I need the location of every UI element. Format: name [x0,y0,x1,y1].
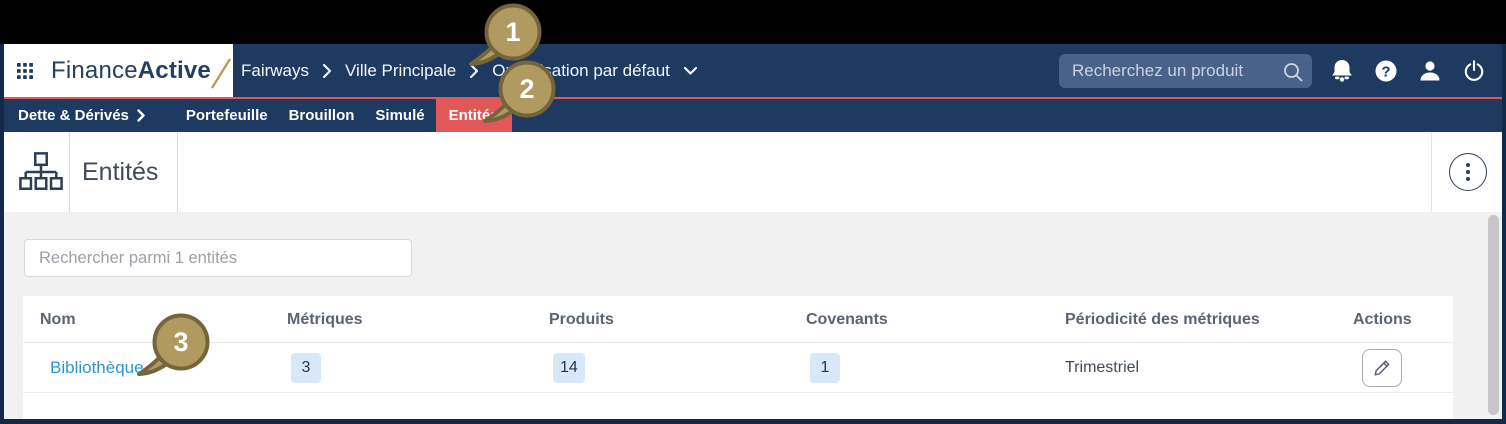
entity-search-input[interactable] [24,239,412,277]
bell-icon [1332,59,1352,82]
header-divider [1431,132,1432,212]
kebab-dot [1466,177,1470,181]
header-divider [69,132,70,212]
brand-logo[interactable]: Finance Active [4,44,233,97]
callout-number: 1 [505,17,520,47]
module-nav: Dette & Dérivés Portefeuille Brouillon S… [4,99,1502,132]
breadcrumb-entity[interactable]: Ville Principale [345,60,457,80]
entities-table: Nom Métriques Produits Covenants Périodi… [23,296,1453,419]
app-frame: Finance Active Fairways Ville Principale … [0,44,1506,424]
entity-icon-box [12,132,69,212]
chevron-right-icon [322,63,332,78]
account-button[interactable] [1408,44,1452,97]
header-divider [177,132,178,212]
column-header-periodicite[interactable]: Périodicité des métriques [1065,310,1260,328]
brand-slash-icon [210,57,232,89]
topbar-actions: ? [1059,44,1496,97]
column-header-covenants[interactable]: Covenants [806,310,888,328]
nav-section-dette-derives[interactable]: Dette & Dérivés [18,99,145,132]
callout-badge-2: 2 [483,60,556,123]
chevron-right-icon [470,63,479,78]
tab-label: Portefeuille [185,107,268,124]
kebab-dot [1466,170,1470,174]
product-search[interactable] [1059,53,1312,88]
edit-entity-button[interactable] [1362,349,1402,387]
table-row: Bibliothèque 3 14 1 Trimestriel [23,343,1453,393]
page-title: Entités [82,157,159,186]
tab-brouillon[interactable]: Brouillon [289,99,355,132]
pencil-icon [1374,360,1390,376]
tab-portefeuille[interactable]: Portefeuille [186,99,268,132]
callout-badge-3: 3 [137,313,210,376]
product-search-input[interactable] [1059,53,1312,88]
periodicity-value: Trimestriel [1065,359,1140,376]
brand-name-regular: Finance [50,56,138,84]
logout-button[interactable] [1452,44,1496,97]
user-icon [1420,60,1440,80]
help-button[interactable]: ? [1364,44,1408,97]
notifications-button[interactable] [1320,44,1364,97]
column-header-actions: Actions [1353,310,1412,328]
column-header-produits[interactable]: Produits [549,310,614,328]
top-bar: Finance Active Fairways Ville Principale … [4,44,1502,97]
org-chart-icon [18,152,63,190]
callout-number: 2 [519,74,534,104]
products-count-badge: 14 [553,353,585,383]
column-header-metriques[interactable]: Métriques [287,310,363,328]
accent-divider [4,97,1502,99]
nav-section-label: Dette & Dérivés [18,107,129,124]
brand-name-bold: Active [137,56,211,84]
covenants-count-badge: 1 [810,353,840,383]
brand-name: Finance Active [51,52,233,90]
metrics-count-badge: 3 [291,353,321,383]
tab-simule[interactable]: Simulé [375,99,424,132]
power-icon [1464,59,1484,81]
page-header: Entités [4,132,1502,212]
help-icon: ? [1375,60,1397,81]
chevron-down-icon[interactable] [683,66,698,76]
search-icon[interactable] [1282,61,1304,83]
app-window: Finance Active Fairways Ville Principale … [4,44,1502,419]
kebab-dot [1466,163,1470,167]
chevron-right-icon [137,109,145,122]
tab-label: Simulé [375,107,425,124]
entity-link-bibliotheque[interactable]: Bibliothèque [50,358,144,377]
callout-number: 3 [173,327,188,357]
callout-badge-1: 1 [469,3,542,66]
more-actions-button[interactable] [1449,153,1487,191]
scrollbar-thumb[interactable] [1488,215,1499,415]
column-header-nom[interactable]: Nom [40,310,76,328]
breadcrumb-client[interactable]: Fairways [241,60,310,80]
app-grid-icon[interactable] [17,58,33,84]
table-header-row: Nom Métriques Produits Covenants Périodi… [23,296,1453,343]
page-content: Nom Métriques Produits Covenants Périodi… [4,212,1502,419]
tab-label: Brouillon [288,107,355,124]
svg-text:?: ? [1381,63,1390,80]
